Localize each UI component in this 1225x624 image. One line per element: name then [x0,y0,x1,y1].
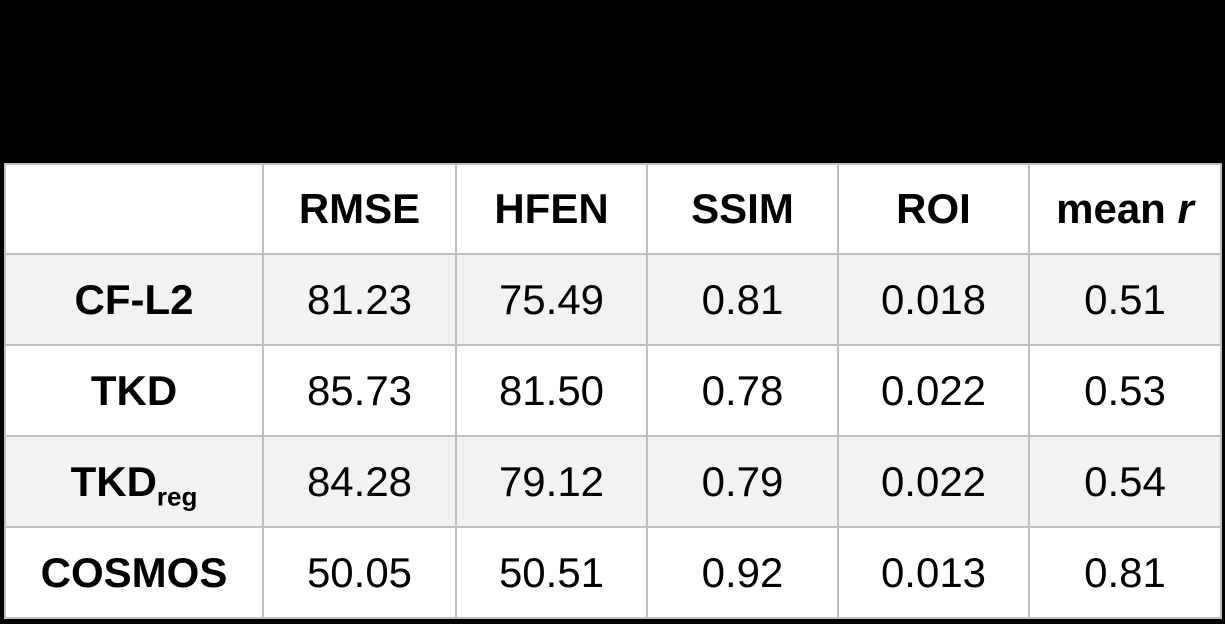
table-cell-value: 50.05 [262,526,457,619]
table-cell-value: 79.12 [455,435,648,528]
row-label: COSMOS [4,526,264,619]
table-cell-value: 0.013 [837,526,1030,619]
table-row: TKDreg 84.28 79.12 0.79 0.022 0.54 [4,435,1222,528]
column-header: ROI [837,163,1030,255]
column-header: SSIM [646,163,839,255]
column-header [4,163,264,255]
metrics-table: RMSE HFEN SSIM ROI mean r CF-L2 81.23 75.49 0.8… [4,163,1222,619]
metrics-table-frame: RMSE HFEN SSIM ROI mean r CF-L2 81.23 75.49 0.8… [4,163,1222,619]
table-row: TKD 85.73 81.50 0.78 0.022 0.53 [4,344,1222,437]
table-cell-value: 0.79 [646,435,839,528]
column-header: HFEN [455,163,648,255]
table-cell-value: 0.018 [837,253,1030,346]
top-banner [0,0,1225,163]
row-label-subscript: reg [156,480,198,511]
column-header: mean r [1028,163,1222,255]
table-cell-value: 50.51 [455,526,648,619]
table-cell-value: 0.022 [837,344,1030,437]
table-cell-value: 75.49 [455,253,648,346]
table-header-row: RMSE HFEN SSIM ROI mean r [4,163,1222,255]
row-label: TKD [4,344,264,437]
table-cell-value: 0.54 [1028,435,1222,528]
table-row: RMSE HFEN SSIM ROI mean r [4,163,1222,255]
table-cell-value: 0.81 [646,253,839,346]
table-body: CF-L2 81.23 75.49 0.81 0.018 0.51 TKD 85.73 81.5… [4,253,1222,619]
table-row: CF-L2 81.23 75.49 0.81 0.018 0.51 [4,253,1222,346]
row-label: CF-L2 [4,253,264,346]
table-cell-value: 85.73 [262,344,457,437]
table-cell-value: 0.53 [1028,344,1222,437]
table-cell-value: 0.81 [1028,526,1222,619]
table-cell-value: 84.28 [262,435,457,528]
italic-symbol: r [1177,185,1194,232]
table-cell-value: 0.92 [646,526,839,619]
table-cell-value: 81.23 [262,253,457,346]
table-cell-value: 0.51 [1028,253,1222,346]
table-row: COSMOS 50.05 50.51 0.92 0.013 0.81 [4,526,1222,619]
table-cell-value: 81.50 [455,344,648,437]
column-header: RMSE [262,163,457,255]
row-label: TKDreg [4,435,264,528]
table-cell-value: 0.022 [837,435,1030,528]
table-cell-value: 0.78 [646,344,839,437]
